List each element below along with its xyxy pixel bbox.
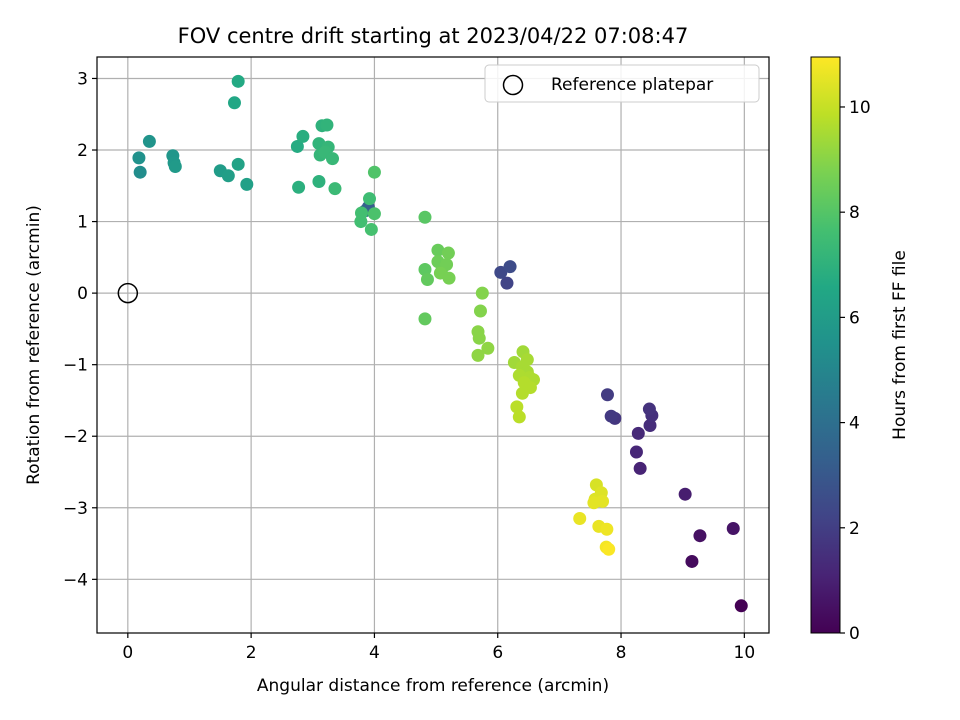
data-point xyxy=(587,496,601,510)
data-point xyxy=(500,276,514,290)
colorbar-tick-label: 10 xyxy=(849,98,871,118)
data-point xyxy=(510,400,524,414)
data-point xyxy=(633,461,647,475)
data-point xyxy=(472,331,486,345)
data-point xyxy=(573,512,587,526)
colorbar-tick-label: 6 xyxy=(849,308,860,328)
data-point xyxy=(678,487,692,501)
data-point xyxy=(240,177,254,191)
data-point xyxy=(227,96,241,110)
data-point xyxy=(481,341,495,355)
data-point xyxy=(442,271,456,285)
y-tick-label: −4 xyxy=(63,570,88,590)
data-point xyxy=(512,410,526,424)
data-point xyxy=(133,165,147,179)
colorbar xyxy=(810,56,841,634)
data-point xyxy=(367,165,381,179)
data-point xyxy=(631,426,645,440)
y-tick-label: 3 xyxy=(77,69,88,89)
data-point xyxy=(431,243,445,257)
legend: Reference platepar xyxy=(484,64,760,103)
y-axis-label: Rotation from reference (arcmin) xyxy=(24,205,44,485)
data-point xyxy=(604,409,618,423)
y-tick-label: −2 xyxy=(63,427,88,447)
y-tick-label: −3 xyxy=(63,499,88,519)
data-point xyxy=(471,348,485,362)
data-point xyxy=(418,210,432,224)
data-point xyxy=(168,159,182,173)
data-point xyxy=(290,139,304,153)
x-tick-label: 0 xyxy=(122,643,133,663)
data-point xyxy=(320,118,334,132)
y-tick-label: 0 xyxy=(77,284,88,304)
data-point xyxy=(221,169,235,183)
legend-marker-icon xyxy=(502,74,524,96)
x-tick-label: 10 xyxy=(734,643,756,663)
y-tick-label: 1 xyxy=(77,213,88,233)
data-point xyxy=(726,522,740,536)
grid xyxy=(97,57,769,633)
x-tick-label: 2 xyxy=(246,643,257,663)
data-point xyxy=(734,599,748,613)
x-axis-ticks: 0 2 4 6 8 10 xyxy=(122,633,755,663)
x-axis-label: Angular distance from reference (arcmin) xyxy=(257,676,609,696)
data-point xyxy=(515,386,529,400)
plot-frame xyxy=(96,56,770,634)
y-tick-label: 2 xyxy=(77,141,88,161)
legend-box xyxy=(484,64,760,103)
data-point xyxy=(142,134,156,148)
reference-marker xyxy=(117,282,139,304)
data-point xyxy=(441,246,455,260)
data-point xyxy=(292,180,306,194)
data-point xyxy=(418,312,432,326)
data-point xyxy=(312,175,326,189)
data-point xyxy=(362,192,376,206)
data-point xyxy=(364,222,378,236)
data-point xyxy=(231,74,245,88)
data-point xyxy=(643,418,657,432)
data-point xyxy=(475,286,489,300)
legend-entry-label: Reference platepar xyxy=(551,75,713,95)
data-point xyxy=(503,260,517,274)
data-point xyxy=(231,157,245,171)
colorbar-tick-label: 0 xyxy=(849,624,860,644)
colorbar-label: Hours from first FF file xyxy=(890,250,910,440)
data-point xyxy=(473,304,487,318)
colorbar-tick-label: 8 xyxy=(849,203,860,223)
y-tick-label: −1 xyxy=(63,356,88,376)
colorbar-tick-label: 4 xyxy=(849,414,860,434)
data-point xyxy=(600,522,614,536)
x-tick-label: 4 xyxy=(369,643,380,663)
data-point xyxy=(132,151,146,165)
data-point xyxy=(354,215,368,229)
x-tick-label: 8 xyxy=(616,643,627,663)
data-point xyxy=(418,263,432,277)
data-point xyxy=(629,445,643,459)
data-point xyxy=(642,402,656,416)
data-point xyxy=(693,529,707,543)
data-point xyxy=(328,182,342,196)
colorbar-tick-label: 2 xyxy=(849,519,860,539)
chart-title: FOV centre drift starting at 2023/04/22 … xyxy=(178,24,689,48)
y-axis-ticks: −4 −3 −2 −1 0 1 2 3 xyxy=(63,69,97,590)
data-point xyxy=(600,388,614,402)
data-point xyxy=(420,273,434,287)
reference-point xyxy=(117,282,139,304)
data-point xyxy=(367,207,381,221)
data-point xyxy=(296,129,310,143)
data-point xyxy=(602,542,616,556)
data-point xyxy=(326,152,340,166)
data-point xyxy=(685,554,699,568)
colorbar-ticks: 0 2 4 6 8 10 xyxy=(840,98,871,644)
data-points xyxy=(132,74,748,613)
x-tick-label: 6 xyxy=(492,643,503,663)
